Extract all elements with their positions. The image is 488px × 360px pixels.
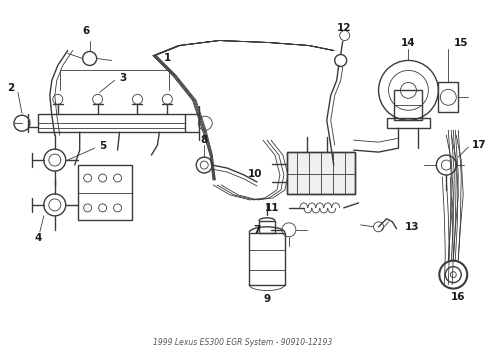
Text: 5: 5 [100,141,107,151]
Text: 14: 14 [400,37,415,48]
Text: 10: 10 [247,169,262,179]
Text: 12: 12 [336,23,350,32]
Text: 11: 11 [264,203,278,213]
Bar [386,118,429,128]
Text: 15: 15 [453,37,468,48]
Text: 1999 Lexus ES300 EGR System - 90910-12193: 1999 Lexus ES300 EGR System - 90910-1219… [153,338,332,347]
Bar [78,165,132,220]
Bar [248,233,285,285]
Text: 9: 9 [263,293,270,303]
Text: 3: 3 [119,73,126,84]
Text: 17: 17 [471,140,486,150]
Text: 4: 4 [34,233,41,243]
Text: 2: 2 [7,84,14,93]
Text: 13: 13 [404,222,418,232]
Text: 8: 8 [200,135,207,145]
Text: 1: 1 [163,54,171,63]
Bar [259,221,274,233]
Bar [437,82,457,112]
Text: 7: 7 [253,225,261,235]
Bar [286,152,354,194]
Bar [38,114,185,132]
Text: 6: 6 [82,26,89,36]
Text: 16: 16 [450,292,465,302]
Bar [286,152,354,194]
Bar [394,90,422,120]
